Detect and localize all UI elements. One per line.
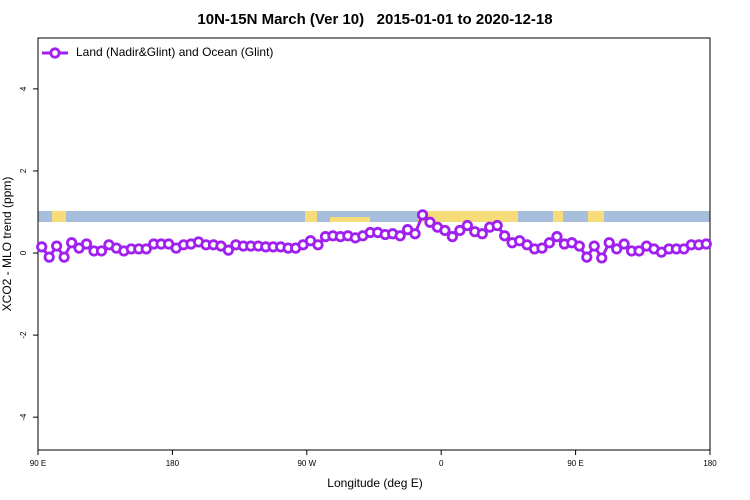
data-point <box>588 240 600 252</box>
data-point <box>454 224 466 237</box>
data-point <box>43 251 55 263</box>
data-point <box>461 219 473 232</box>
data-point <box>543 237 556 249</box>
data-point <box>51 240 63 252</box>
y-tick-label: 0 <box>19 250 28 255</box>
data-point <box>36 241 48 253</box>
data-point <box>618 238 630 250</box>
y-tick-label: -4 <box>19 413 28 421</box>
data-point <box>140 243 152 255</box>
data-point <box>476 228 488 240</box>
land-patch <box>553 211 563 222</box>
data-point <box>409 228 421 240</box>
data-point <box>581 251 593 263</box>
data-point <box>700 238 712 250</box>
land-patch <box>305 211 317 222</box>
data-point <box>491 219 503 232</box>
land-patch <box>418 211 518 222</box>
y-axis-label: XCO2 - MLO trend (ppm) <box>0 177 14 312</box>
data-point <box>596 252 608 264</box>
land-patch <box>330 217 370 222</box>
data-point <box>80 238 93 250</box>
data-point <box>446 231 458 243</box>
ocean-strip <box>38 211 710 222</box>
chart-title: 10N-15N March (Ver 10) 2015-01-01 to 202… <box>197 11 552 28</box>
data-point <box>611 243 623 255</box>
data-point <box>416 209 429 221</box>
x-tick-label: 180 <box>703 459 717 468</box>
data-point <box>573 240 585 252</box>
data-point <box>58 251 70 263</box>
y-tick-label: 2 <box>19 168 28 173</box>
y-tick-label: -2 <box>19 331 28 339</box>
data-point <box>603 237 615 249</box>
data-point <box>222 244 234 256</box>
x-tick-label: 0 <box>439 459 444 468</box>
data-point <box>312 239 324 251</box>
data-point <box>95 245 108 257</box>
map-strip <box>38 211 710 222</box>
legend-marker <box>49 47 61 59</box>
land-patch <box>52 211 66 222</box>
land-patch <box>588 211 604 222</box>
data-point <box>499 230 511 242</box>
x-tick-label: 90 E <box>567 459 583 468</box>
data-point <box>439 224 451 237</box>
data-point <box>66 237 78 249</box>
data-point <box>394 230 406 242</box>
x-tick-label: 90 E <box>30 459 46 468</box>
x-tick-label: 180 <box>166 459 180 468</box>
x-axis-label: Longitude (deg E) <box>327 476 422 490</box>
x-tick-label: 90 W <box>297 459 316 468</box>
data-point <box>424 216 436 228</box>
y-tick-label: 4 <box>19 86 28 91</box>
data-point <box>536 242 548 254</box>
data-point <box>633 245 645 257</box>
legend-label: Land (Nadir&Glint) and Ocean (Glint) <box>76 45 273 59</box>
data-point <box>551 231 563 243</box>
